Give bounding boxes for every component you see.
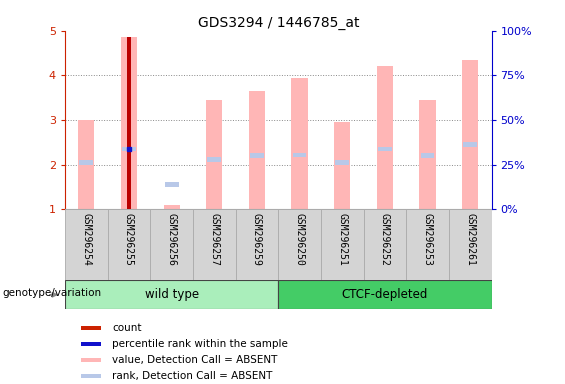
Bar: [122, 147, 136, 151]
Text: GSM296254: GSM296254: [81, 213, 92, 266]
Text: GSM296256: GSM296256: [167, 213, 177, 266]
Text: GSM296259: GSM296259: [252, 213, 262, 266]
Bar: [334, 122, 350, 209]
Bar: [279, 209, 321, 280]
Bar: [364, 209, 406, 280]
Bar: [81, 374, 101, 378]
Text: percentile rank within the sample: percentile rank within the sample: [112, 339, 288, 349]
Title: GDS3294 / 1446785_at: GDS3294 / 1446785_at: [198, 16, 359, 30]
Bar: [321, 209, 364, 280]
Bar: [163, 205, 180, 209]
Text: GSM296251: GSM296251: [337, 213, 347, 266]
Bar: [206, 100, 223, 209]
Bar: [81, 326, 101, 330]
Bar: [81, 358, 101, 362]
Bar: [78, 120, 94, 209]
Bar: [80, 160, 93, 165]
Text: GSM296261: GSM296261: [465, 213, 475, 266]
Bar: [165, 182, 179, 187]
Bar: [406, 209, 449, 280]
Bar: [449, 209, 492, 280]
Text: rank, Detection Call = ABSENT: rank, Detection Call = ABSENT: [112, 371, 272, 381]
Text: GSM296255: GSM296255: [124, 213, 134, 266]
Bar: [279, 280, 492, 309]
Bar: [378, 147, 392, 151]
Bar: [249, 91, 265, 209]
Bar: [236, 209, 278, 280]
Text: GSM296257: GSM296257: [209, 213, 219, 266]
Bar: [336, 160, 349, 165]
Bar: [419, 100, 436, 209]
Bar: [107, 209, 150, 280]
Bar: [377, 66, 393, 209]
Bar: [250, 154, 264, 158]
Bar: [292, 78, 308, 209]
Text: value, Detection Call = ABSENT: value, Detection Call = ABSENT: [112, 355, 277, 365]
Bar: [463, 142, 477, 147]
Bar: [462, 60, 479, 209]
Bar: [193, 209, 236, 280]
Text: GSM296250: GSM296250: [294, 213, 305, 266]
Text: count: count: [112, 323, 142, 333]
Bar: [65, 280, 278, 309]
Text: GSM296252: GSM296252: [380, 213, 390, 266]
Bar: [293, 152, 306, 157]
Text: GSM296253: GSM296253: [423, 213, 433, 266]
Bar: [65, 209, 107, 280]
Bar: [81, 342, 101, 346]
Bar: [421, 154, 434, 158]
Bar: [150, 209, 193, 280]
Bar: [121, 37, 137, 209]
Text: CTCF-depleted: CTCF-depleted: [342, 288, 428, 301]
Bar: [207, 157, 221, 162]
Bar: [127, 37, 131, 209]
Text: wild type: wild type: [145, 288, 199, 301]
Text: genotype/variation: genotype/variation: [3, 288, 102, 298]
